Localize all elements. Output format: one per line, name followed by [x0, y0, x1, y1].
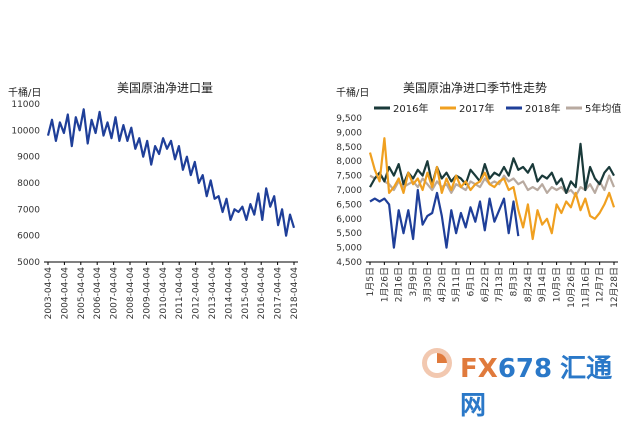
- left-x-tick-label: 2011-04-04: [175, 267, 185, 320]
- left-plot-series: [46, 108, 296, 237]
- right-x-tick-label: 8月3日: [509, 267, 520, 296]
- left-x-tick-label: 2012-04-04: [192, 267, 202, 320]
- left-x-tick-label: 2013-04-04: [208, 267, 218, 320]
- right-y-tick-label: 6,000: [336, 215, 362, 225]
- left-chart-title: 美国原油净进口量: [117, 81, 213, 95]
- left-y-tick-label: 11000: [11, 100, 40, 110]
- legend-label: 2018年: [525, 102, 560, 115]
- right-y-tick-label: 5,500: [336, 229, 362, 239]
- right-plot-series: [368, 137, 616, 249]
- right-y-tick-label: 7,000: [336, 186, 362, 196]
- right-y-tick-label: 8,500: [336, 143, 362, 153]
- right-x-axis-ticks: 1月5日 1月26日 2月16日 3月9日 3月30日 4月20日 5月11日 6月1日 6月2…: [365, 262, 620, 308]
- right-chart: 千桶/日 美国原油净进口季节性走势 2016年 2017年 2018年 5年均值 4,…: [336, 81, 621, 308]
- left-y-tick-label: 10000: [11, 126, 40, 136]
- right-y-tick-label: 4,500: [336, 258, 362, 268]
- right-x-tick-label: 9月14日: [537, 267, 548, 302]
- left-x-tick-label: 2010-04-04: [159, 267, 169, 320]
- left-x-axis-ticks: 2003-04-04 2004-04-04 2005-04-04 2006-04-04…: [44, 262, 300, 319]
- right-y-tick-label: 8,000: [336, 157, 362, 167]
- watermark-number: 678: [497, 354, 553, 384]
- legend-label: 5年均值: [585, 102, 621, 115]
- right-x-tick-label: 5月11日: [451, 267, 462, 302]
- right-x-tick-label: 3月9日: [408, 267, 419, 296]
- left-y-tick-label: 6000: [17, 232, 40, 242]
- right-x-tick-label: 12月28日: [609, 267, 620, 308]
- right-series-line: [369, 188, 520, 249]
- right-y-axis-ticks: 4,500 5,000 5,500 6,000 6,500 7,000 7,500 8,000…: [336, 114, 362, 268]
- left-x-tick-label: 2005-04-04: [77, 267, 87, 320]
- right-y-tick-label: 5,000: [336, 244, 362, 254]
- left-x-tick-label: 2009-04-04: [142, 267, 152, 320]
- watermark: FX678 汇通网: [420, 344, 630, 421]
- legend-label: 2016年: [393, 102, 428, 115]
- left-x-tick-label: 2007-04-04: [110, 267, 120, 320]
- right-x-tick-label: 4月20日: [437, 267, 448, 302]
- left-y-tick-label: 7000: [17, 205, 40, 215]
- right-x-tick-label: 1月26日: [379, 267, 390, 302]
- right-x-tick-label: 10月5日: [552, 267, 563, 302]
- left-unit-label: 千桶/日: [8, 86, 41, 99]
- right-y-tick-label: 9,500: [336, 114, 362, 124]
- right-y-tick-label: 9,000: [336, 128, 362, 138]
- right-x-tick-label: 3月30日: [422, 267, 433, 302]
- watermark-fx: FX: [460, 354, 498, 384]
- left-y-tick-label: 8000: [17, 179, 40, 189]
- right-y-tick-label: 7,500: [336, 172, 362, 182]
- legend-label: 2017年: [459, 102, 494, 115]
- left-x-tick-label: 2006-04-04: [93, 267, 103, 320]
- right-x-tick-label: 6月1日: [465, 267, 476, 296]
- watermark-logo-icon: [422, 348, 452, 378]
- right-x-tick-label: 2月16日: [394, 267, 405, 302]
- right-x-tick-label: 6月22日: [480, 267, 491, 302]
- left-x-tick-label: 2003-04-04: [44, 267, 54, 320]
- right-y-tick-label: 6,500: [336, 200, 362, 210]
- right-x-tick-label: 11月16日: [580, 267, 591, 308]
- left-series-line: [46, 108, 296, 237]
- left-x-tick-label: 2017-04-04: [274, 267, 284, 320]
- right-chart-title: 美国原油净进口季节性走势: [403, 81, 547, 95]
- right-x-tick-label: 12月7日: [595, 267, 606, 302]
- right-legend: 2016年 2017年 2018年 5年均值: [374, 102, 621, 115]
- left-x-tick-label: 2016-04-04: [257, 267, 267, 320]
- right-unit-label: 千桶/日: [336, 86, 369, 99]
- left-x-tick-label: 2014-04-04: [224, 267, 234, 320]
- left-y-tick-label: 5000: [17, 258, 40, 268]
- watermark-text: FX678 汇通网: [460, 348, 630, 422]
- figure-canvas: 千桶/日 美国原油净进口量 5000 6000 7000 8000 9000 10000 1…: [8, 81, 621, 319]
- left-x-tick-label: 2015-04-04: [241, 267, 251, 320]
- right-series-line: [369, 171, 616, 197]
- right-x-tick-label: 1月5日: [365, 267, 376, 296]
- left-chart: 千桶/日 美国原油净进口量 5000 6000 7000 8000 9000 10000 1…: [8, 81, 300, 319]
- right-x-tick-label: 10月26日: [566, 267, 577, 308]
- left-x-tick-label: 2004-04-04: [60, 267, 70, 320]
- right-x-tick-label: 8月24日: [523, 267, 534, 302]
- left-y-tick-label: 9000: [17, 153, 40, 163]
- left-y-axis-ticks: 5000 6000 7000 8000 9000 10000 11000: [11, 100, 40, 268]
- left-x-tick-label: 2018-04-04: [290, 267, 300, 320]
- right-x-tick-label: 7月13日: [494, 267, 505, 302]
- left-x-tick-label: 2008-04-04: [126, 267, 136, 320]
- watermark-chinese: 汇通网: [460, 354, 613, 421]
- right-series-line: [368, 137, 616, 241]
